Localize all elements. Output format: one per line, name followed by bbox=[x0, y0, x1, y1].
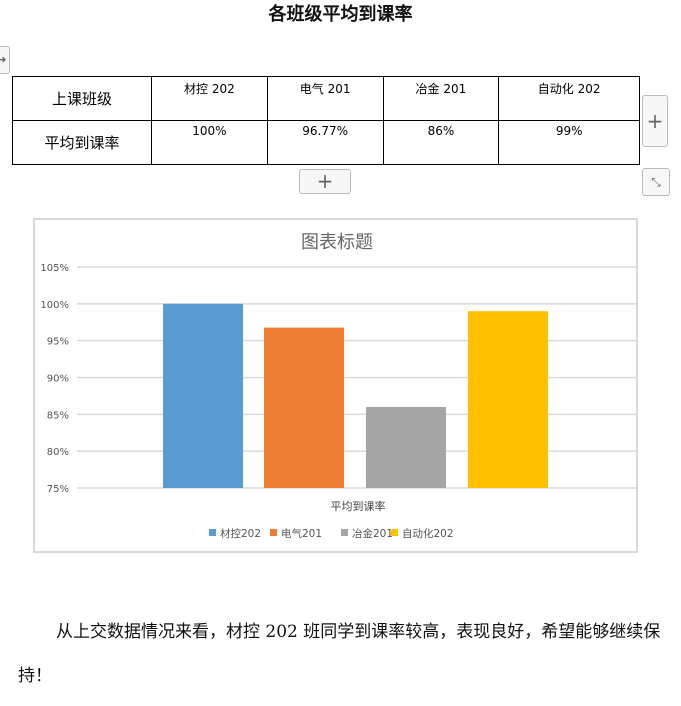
chart-svg: 图表标题 75% 80% 85% 90% 95% 100% 105% 平均到课率 材控202… bbox=[40, 232, 639, 540]
chart[interactable]: 图表标题 75% 80% 85% 90% 95% 100% 105% 平均到课率 材控202… bbox=[33, 218, 639, 553]
y-tick-label: 75% bbox=[47, 484, 69, 495]
table-move-handle[interactable]: ➜ bbox=[0, 46, 10, 74]
conclusion-paragraph: 从上交数据情况来看，材控 202 班同学到课率较高，表现良好，希望能够继续保持！ bbox=[18, 622, 661, 686]
legend-label[interactable]: 自动化202 bbox=[402, 527, 454, 540]
bar-冶金201[interactable] bbox=[366, 406, 446, 488]
table-row: 上课班级 材控 202 电气 201 冶金 201 自动化 202 bbox=[12, 76, 640, 121]
row-header[interactable]: 平均到课率 bbox=[12, 120, 152, 165]
legend-label[interactable]: 冶金201 bbox=[352, 527, 393, 540]
x-category-label: 平均到课率 bbox=[331, 499, 386, 513]
legend-label[interactable]: 材控202 bbox=[220, 527, 261, 540]
legend-swatch bbox=[209, 529, 216, 536]
legend-label[interactable]: 电气201 bbox=[281, 527, 322, 540]
table-cell[interactable]: 自动化 202 bbox=[498, 76, 640, 121]
y-tick-label: 95% bbox=[47, 337, 69, 348]
table-cell[interactable]: 冶金 201 bbox=[382, 76, 500, 121]
bar-电气201[interactable] bbox=[264, 327, 344, 488]
resize-icon: ⤡ bbox=[651, 175, 661, 189]
table-cell[interactable]: 99% bbox=[498, 120, 640, 165]
row-header[interactable]: 上课班级 bbox=[12, 76, 152, 121]
legend-swatch bbox=[391, 529, 398, 536]
bar-自动化202[interactable] bbox=[468, 311, 548, 488]
resize-table-button[interactable]: ⤡ bbox=[642, 168, 670, 196]
table-cell[interactable]: 86% bbox=[382, 120, 500, 165]
y-tick-label: 85% bbox=[47, 410, 69, 421]
arrow-right-icon: ➜ bbox=[0, 53, 7, 66]
table-cell[interactable]: 材控 202 bbox=[151, 76, 268, 121]
table-row: 平均到课率 100% 96.77% 86% 99% bbox=[12, 120, 640, 165]
document-title: 各班级平均到课率 bbox=[268, 4, 413, 25]
y-tick-label: 105% bbox=[40, 263, 69, 274]
y-tick-label: 100% bbox=[40, 300, 69, 311]
add-row-button[interactable]: + bbox=[299, 169, 351, 194]
plus-icon: + bbox=[646, 109, 664, 133]
table-cell[interactable]: 电气 201 bbox=[266, 76, 384, 121]
add-column-button[interactable]: + bbox=[642, 95, 668, 147]
y-tick-label: 80% bbox=[47, 447, 69, 458]
bar-材控202[interactable] bbox=[163, 303, 243, 488]
y-tick-label: 90% bbox=[47, 374, 69, 385]
legend-swatch bbox=[341, 529, 348, 536]
legend-swatch bbox=[270, 529, 277, 536]
rate-table: 上课班级 材控 202 电气 201 冶金 201 自动化 202 平均到课率 … bbox=[12, 76, 640, 165]
table-cell[interactable]: 96.77% bbox=[266, 120, 384, 165]
chart-title[interactable]: 图表标题 bbox=[301, 232, 373, 253]
plus-icon: + bbox=[316, 169, 334, 193]
table-cell[interactable]: 100% bbox=[151, 120, 268, 165]
